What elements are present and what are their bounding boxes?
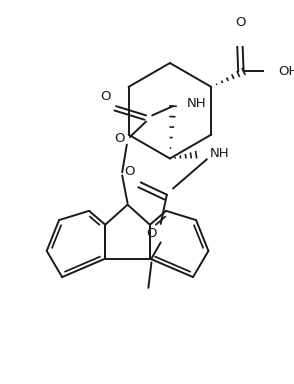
Text: O: O <box>235 17 246 30</box>
Text: O: O <box>100 90 111 103</box>
Text: O: O <box>125 165 135 178</box>
Text: O: O <box>114 132 124 145</box>
Text: NH: NH <box>210 147 230 160</box>
Text: NH: NH <box>187 96 206 109</box>
Text: OH: OH <box>278 65 294 78</box>
Text: O: O <box>146 227 157 240</box>
